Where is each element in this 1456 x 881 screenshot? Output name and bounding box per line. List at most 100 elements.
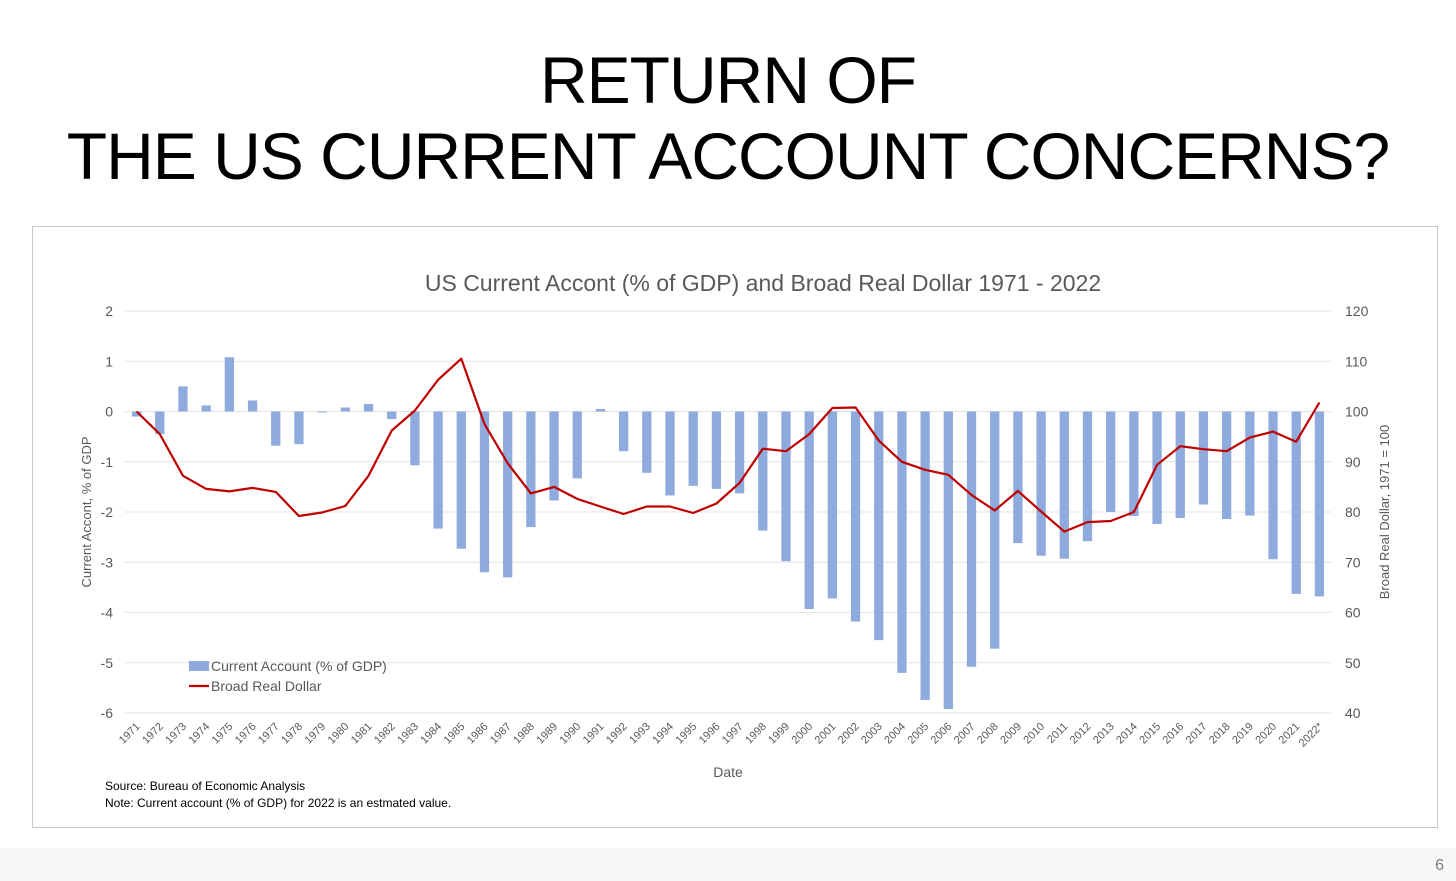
x-tick-label: 1980 — [326, 721, 352, 747]
bar-current-account — [1129, 411, 1139, 517]
x-axis-title: Date — [713, 764, 743, 780]
x-tick-label: 1986 — [465, 721, 491, 747]
bar-current-account — [804, 411, 814, 609]
slide-title-line-2: THE US CURRENT ACCOUNT CONCERNS? — [66, 119, 1390, 193]
line-broad-real-dollar — [135, 357, 1321, 533]
y2-tick-label: 100 — [1345, 404, 1369, 420]
legend-swatch-current-account — [189, 661, 209, 671]
x-tick-label: 1973 — [163, 721, 189, 747]
bar-current-account — [1106, 411, 1116, 512]
x-tick-label: 2011 — [1045, 721, 1070, 746]
bar-current-account — [1221, 411, 1232, 520]
x-tick-label: 1994 — [650, 721, 676, 747]
bar-current-account — [642, 411, 652, 473]
x-tick-label: 1997 — [720, 721, 746, 747]
x-tick-label: 2018 — [1207, 721, 1233, 747]
bar-current-account — [317, 411, 327, 413]
bar-current-account — [966, 411, 977, 667]
chart-frame: Source: Bureau of Economic Analysis Note… — [32, 226, 1438, 828]
x-tick-label: 1992 — [604, 721, 630, 747]
x-tick-label: 1995 — [674, 721, 700, 747]
bar-current-account — [271, 411, 281, 446]
bar-current-account — [711, 411, 722, 489]
bar-current-account — [1152, 411, 1162, 525]
footer-band — [0, 848, 1456, 881]
bar-current-account — [131, 411, 142, 417]
slide-title: RETURN OF THE US CURRENT ACCOUNT CONCERN… — [0, 42, 1456, 194]
x-tick-label: 1971 — [117, 721, 143, 747]
bar-current-account — [827, 411, 838, 599]
bar-current-account — [1059, 411, 1069, 559]
x-tick-label: 2001 — [813, 721, 839, 747]
bar-current-account — [850, 411, 861, 622]
legend-label-broad-real-dollar: Broad Real Dollar — [211, 678, 322, 694]
y-tick-label: 1 — [105, 353, 113, 369]
x-tick-label: 2014 — [1114, 721, 1140, 747]
y-tick-label: -6 — [101, 705, 114, 721]
bar-current-account — [387, 411, 397, 420]
x-tick-label: 1996 — [697, 721, 723, 747]
y2-tick-label: 90 — [1345, 454, 1361, 470]
bar-current-account — [178, 386, 188, 412]
bar-current-account — [1082, 411, 1093, 542]
y2-tick-label: 110 — [1345, 353, 1368, 369]
bar-current-account — [734, 411, 745, 494]
x-tick-label: 1983 — [395, 721, 421, 747]
bar-current-account — [503, 411, 513, 578]
bar-current-account — [363, 403, 374, 412]
x-tick-label: 1988 — [511, 721, 537, 747]
x-tick-label: 1982 — [372, 721, 398, 747]
bar-current-account — [224, 357, 235, 412]
bar-current-account — [549, 411, 559, 501]
bar-current-account — [1013, 411, 1023, 544]
y-tick-label: -2 — [101, 504, 114, 520]
x-tick-label: 1985 — [442, 721, 468, 747]
bar-current-account — [920, 411, 930, 700]
bar-current-account — [758, 411, 768, 531]
x-tick-label: 2019 — [1230, 721, 1256, 747]
x-tick-label: 1977 — [256, 721, 282, 747]
bar-current-account — [943, 411, 953, 709]
y2-tick-label: 60 — [1345, 605, 1361, 621]
x-tick-label: 1974 — [186, 721, 212, 747]
legend-label-current-account: Current Account (% of GDP) — [211, 658, 387, 674]
bar-current-account — [688, 411, 698, 486]
x-tick-label: 2017 — [1184, 721, 1210, 747]
chart-svg: Source: Bureau of Economic Analysis Note… — [79, 270, 1392, 810]
bar-current-account — [665, 411, 675, 496]
y2-tick-label: 40 — [1345, 705, 1361, 721]
x-tick-label: 2010 — [1021, 721, 1047, 747]
y-tick-label: -4 — [101, 605, 114, 621]
x-tick-label: 1978 — [279, 721, 305, 747]
x-tick-label: 2005 — [905, 721, 931, 747]
x-tick-label: 1989 — [534, 721, 560, 747]
y-axis-title: Current Accont, % of GDP — [79, 436, 94, 587]
bar-current-account — [1036, 411, 1046, 556]
x-tick-label: 1998 — [743, 721, 769, 747]
y-tick-label: -5 — [101, 655, 114, 671]
bar-current-account — [201, 405, 211, 412]
bar-current-account — [1291, 411, 1301, 594]
bar-current-account — [781, 411, 791, 562]
y2-tick-label: 70 — [1345, 554, 1361, 570]
x-tick-label: 1993 — [627, 721, 653, 747]
bar-current-account — [456, 411, 466, 549]
x-tick-label: 2022* — [1297, 720, 1326, 749]
bar-current-account — [1245, 411, 1255, 516]
x-tick-label: 2007 — [952, 721, 978, 747]
source-note: Source: Bureau of Economic Analysis — [105, 779, 305, 793]
x-tick-label: 2008 — [975, 721, 1001, 747]
x-tick-label: 1972 — [140, 721, 166, 747]
bar-current-account — [572, 411, 582, 479]
x-tick-label: 1999 — [766, 721, 792, 747]
bar-current-account — [990, 411, 1000, 649]
slide-title-line-1: RETURN OF — [540, 43, 917, 117]
bar-current-account — [1175, 411, 1185, 519]
bar-current-account — [1198, 411, 1209, 505]
bar-current-account — [595, 408, 606, 412]
bar-current-account — [618, 411, 629, 452]
x-tick-label: 2004 — [882, 721, 908, 747]
bar-current-account — [1314, 411, 1325, 597]
page-number: 6 — [1435, 857, 1444, 874]
y2-axis-title: Broad Real Dollar, 1971 = 100 — [1377, 425, 1392, 600]
